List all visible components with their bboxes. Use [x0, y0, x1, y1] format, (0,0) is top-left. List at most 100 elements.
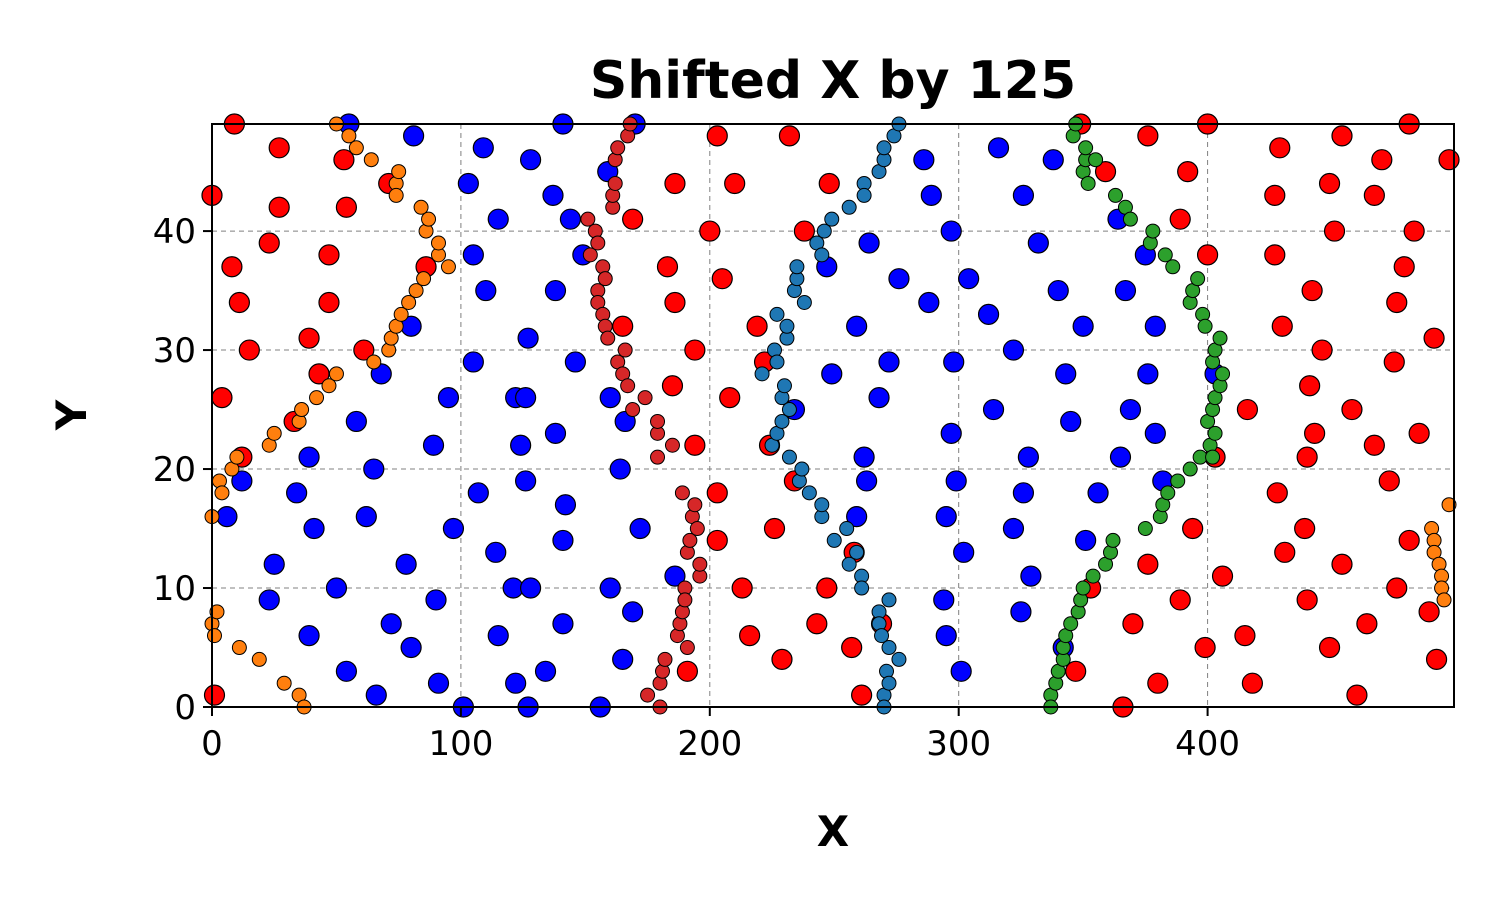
scatter-point	[1087, 482, 1109, 504]
scatter-point	[416, 271, 432, 287]
scatter-point	[769, 306, 785, 322]
scatter-point	[517, 327, 539, 349]
scatter-point	[268, 196, 290, 218]
scatter-point	[221, 256, 243, 278]
scatter-point	[868, 387, 890, 409]
scatter-point	[617, 342, 633, 358]
scatter-point	[515, 470, 537, 492]
scatter-point	[345, 410, 367, 433]
scatter-point	[1170, 473, 1186, 489]
scatter-point	[413, 199, 429, 215]
scatter-point	[664, 291, 686, 314]
scatter-point	[472, 137, 494, 159]
scatter-point	[1271, 315, 1293, 337]
chart-title: Shifted X by 125	[590, 51, 1076, 111]
scatter-point	[1318, 172, 1341, 195]
scatter-point	[1147, 672, 1169, 694]
scatter-point	[1055, 363, 1077, 385]
scatter-point	[856, 470, 878, 492]
scatter-point	[318, 291, 340, 314]
scatter-point	[1194, 636, 1216, 659]
scatter-point	[1114, 279, 1137, 302]
scatter-point	[1438, 149, 1460, 171]
scatter-point	[622, 208, 644, 230]
scatter-point	[335, 660, 358, 682]
scatter-point	[582, 247, 598, 263]
x-tick-label: 300	[926, 724, 991, 764]
scatter-point	[440, 259, 456, 275]
scatter-point	[325, 577, 348, 599]
scatter-point	[1137, 125, 1159, 147]
scatter-point	[1047, 279, 1069, 302]
scatter-point	[816, 223, 832, 239]
scatter-point	[664, 565, 686, 587]
scatter-point	[1027, 232, 1049, 254]
scatter-point	[1274, 541, 1296, 563]
scatter-point	[1311, 339, 1333, 361]
scatter-point	[1075, 580, 1091, 596]
scatter-point	[487, 208, 509, 230]
scatter-point	[1137, 363, 1159, 385]
scatter-point	[806, 613, 828, 635]
scatter-point	[950, 660, 972, 682]
scatter-point	[1169, 208, 1191, 230]
scatter-point	[935, 506, 957, 528]
scatter-point	[1137, 521, 1153, 537]
scatter-point	[607, 175, 623, 191]
scatter-point	[1182, 517, 1204, 540]
scatter-point	[1192, 449, 1208, 465]
scatter-point	[1182, 461, 1198, 477]
scatter-point	[706, 482, 728, 504]
scatter-point	[612, 315, 634, 337]
scatter-point	[650, 413, 666, 429]
scatter-point	[677, 592, 693, 608]
scatter-point	[1318, 636, 1341, 659]
scatter-point	[674, 485, 690, 501]
scatter-point	[796, 294, 812, 310]
scatter-point	[505, 672, 527, 694]
scatter-point	[519, 577, 542, 599]
scatter-point	[856, 187, 872, 203]
scatter-point	[1356, 613, 1378, 635]
scatter-point	[544, 422, 567, 444]
scatter-point	[676, 660, 698, 682]
scatter-point	[689, 521, 705, 537]
scatter-point	[943, 351, 965, 373]
scatter-point	[427, 672, 450, 694]
scatter-point	[687, 497, 703, 513]
data-points	[201, 113, 1460, 718]
scatter-point	[335, 196, 358, 218]
scatter-point	[684, 339, 706, 361]
x-tick-label: 100	[428, 724, 493, 764]
scatter-point	[554, 494, 577, 516]
scatter-point	[211, 387, 233, 409]
scatter-point	[1020, 565, 1042, 587]
scatter-point	[754, 366, 770, 382]
scatter-point	[276, 675, 292, 691]
scatter-point	[1094, 160, 1117, 183]
scatter-point	[485, 541, 507, 563]
scatter-point	[348, 140, 364, 156]
x-tick-label: 0	[201, 724, 223, 764]
scatter-point	[467, 482, 489, 504]
scatter-point	[1197, 318, 1213, 334]
scatter-point	[263, 553, 285, 575]
scatter-point	[599, 387, 621, 409]
scatter-point	[771, 648, 793, 671]
scatter-point	[1177, 160, 1199, 183]
scatter-point	[1017, 446, 1039, 468]
scatter-point	[214, 485, 230, 501]
scatter-point	[510, 434, 532, 456]
scatter-point	[286, 482, 308, 504]
scatter-point	[600, 330, 616, 346]
scatter-point	[1119, 398, 1142, 421]
scatter-point	[1085, 568, 1101, 584]
scatter-point	[940, 220, 962, 242]
scatter-point	[1215, 366, 1231, 382]
scatter-point	[318, 244, 340, 266]
x-tick-label: 400	[1175, 724, 1240, 764]
scatter-point	[353, 339, 375, 361]
scatter-point	[1002, 339, 1025, 361]
scatter-point	[341, 128, 357, 144]
scatter-point	[425, 589, 447, 611]
